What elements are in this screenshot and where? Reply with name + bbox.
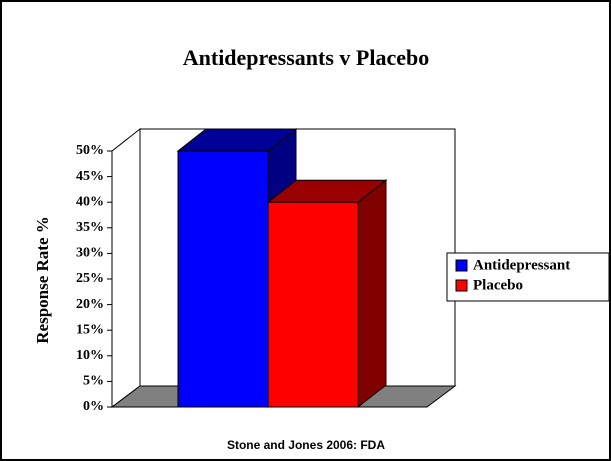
legend-swatch <box>455 259 468 272</box>
y-tick-label: 20% <box>76 297 104 312</box>
y-tick-label: 0% <box>83 399 104 414</box>
legend <box>446 252 610 302</box>
y-tick-label: 30% <box>76 246 104 261</box>
y-tick-label: 40% <box>76 194 104 209</box>
y-tick-label: 50% <box>76 143 104 158</box>
bar <box>177 150 269 408</box>
chart-title: Antidepressants v Placebo <box>183 45 430 70</box>
side-wall <box>111 127 141 408</box>
y-tick-label: 10% <box>76 348 104 363</box>
y-tick-label: 15% <box>76 322 104 337</box>
y-tick-label: 35% <box>76 220 104 235</box>
y-tick-label: 5% <box>83 374 104 389</box>
legend-label: Antidepressant <box>473 257 570 273</box>
bar <box>267 201 359 408</box>
legend-swatch <box>455 279 468 292</box>
y-tick-label: 25% <box>76 271 104 286</box>
y-axis-label: Response Rate % <box>33 216 52 344</box>
bar-side <box>357 179 387 409</box>
source: Stone and Jones 2006: FDA <box>227 438 385 452</box>
legend-label: Placebo <box>473 277 523 293</box>
y-tick-label: 45% <box>76 169 104 184</box>
